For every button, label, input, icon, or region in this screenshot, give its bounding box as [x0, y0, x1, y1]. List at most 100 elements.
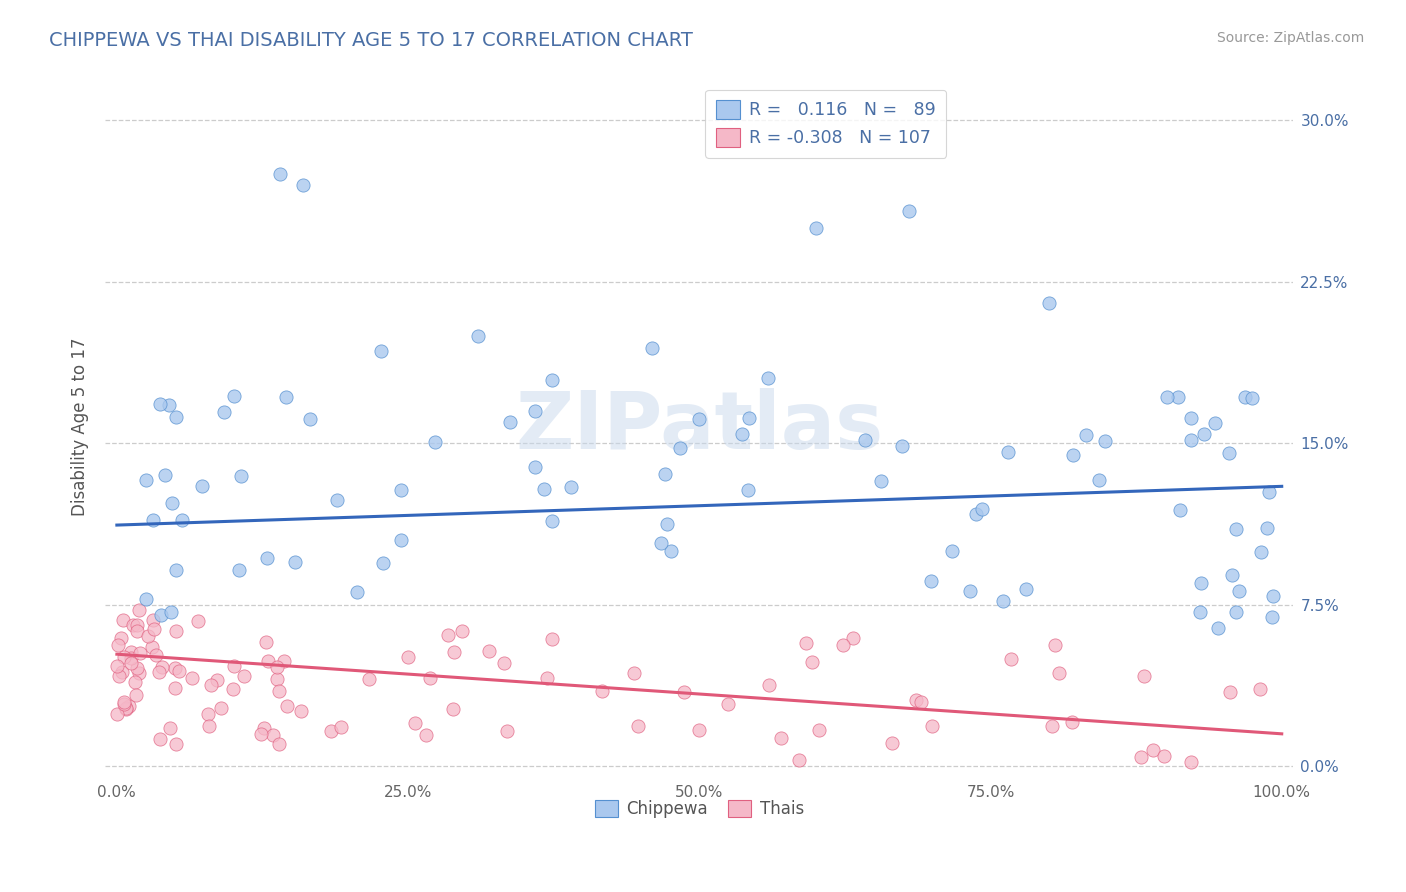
Point — [654, 467, 676, 482]
Point — [128, 603, 150, 617]
Point — [1188, 605, 1211, 619]
Point — [496, 723, 519, 738]
Y-axis label: Disability Age 5 to 17: Disability Age 5 to 17 — [72, 338, 89, 516]
Point — [262, 728, 284, 742]
Point — [143, 622, 166, 636]
Point — [105, 706, 128, 721]
Point — [965, 507, 987, 521]
Point — [127, 661, 149, 675]
Point — [1257, 484, 1279, 499]
Point — [688, 412, 710, 426]
Point — [112, 697, 135, 711]
Point — [415, 728, 437, 742]
Point — [142, 513, 165, 527]
Point — [801, 655, 824, 669]
Point — [870, 475, 893, 489]
Point — [1062, 448, 1084, 462]
Point — [115, 700, 138, 714]
Point — [758, 678, 780, 692]
Point — [229, 469, 252, 483]
Point — [717, 697, 740, 711]
Point — [1167, 390, 1189, 404]
Point — [1045, 638, 1067, 652]
Point — [276, 699, 298, 714]
Point — [167, 664, 190, 678]
Point — [770, 731, 793, 745]
Point — [198, 719, 221, 733]
Point — [135, 473, 157, 487]
Point — [357, 673, 380, 687]
Point — [330, 720, 353, 734]
Point — [910, 695, 932, 709]
Point — [125, 624, 148, 639]
Point — [165, 624, 187, 639]
Point — [389, 533, 412, 547]
Point — [128, 666, 150, 681]
Point — [1219, 684, 1241, 698]
Point — [253, 721, 276, 735]
Point — [127, 617, 149, 632]
Point — [257, 654, 280, 668]
Point — [165, 681, 187, 696]
Point — [254, 635, 277, 649]
Point — [993, 594, 1015, 608]
Point — [450, 624, 472, 638]
Point — [284, 555, 307, 569]
Point — [737, 483, 759, 497]
Point — [172, 513, 194, 527]
Point — [1133, 669, 1156, 683]
Point — [269, 167, 291, 181]
Point — [110, 631, 132, 645]
Point — [209, 701, 232, 715]
Point — [787, 753, 810, 767]
Point — [389, 483, 412, 498]
Point — [1233, 390, 1256, 404]
Point — [120, 651, 142, 665]
Point — [224, 659, 246, 673]
Point — [560, 480, 582, 494]
Point — [370, 343, 392, 358]
Point — [688, 723, 710, 738]
Point — [1153, 748, 1175, 763]
Point — [441, 702, 464, 716]
Point — [205, 673, 228, 687]
Point — [941, 544, 963, 558]
Point — [160, 605, 183, 619]
Point — [443, 645, 465, 659]
Point — [959, 583, 981, 598]
Point — [269, 737, 291, 751]
Point — [1229, 584, 1251, 599]
Point — [228, 563, 250, 577]
Point — [396, 650, 419, 665]
Point — [541, 514, 564, 528]
Point — [120, 645, 142, 659]
Point — [623, 666, 645, 681]
Point — [794, 636, 817, 650]
Point — [233, 669, 256, 683]
Point — [1047, 665, 1070, 680]
Point — [891, 439, 914, 453]
Point — [256, 551, 278, 566]
Point — [1180, 433, 1202, 447]
Point — [738, 411, 761, 425]
Point — [1192, 426, 1215, 441]
Point — [1074, 428, 1097, 442]
Legend: Chippewa, Thais: Chippewa, Thais — [588, 793, 811, 824]
Point — [853, 433, 876, 447]
Point — [165, 563, 187, 577]
Point — [1000, 652, 1022, 666]
Point — [669, 441, 692, 455]
Point — [153, 468, 176, 483]
Point — [1156, 390, 1178, 404]
Point — [107, 639, 129, 653]
Point — [627, 719, 650, 733]
Point — [659, 543, 682, 558]
Point — [1142, 743, 1164, 757]
Point — [266, 672, 288, 686]
Point — [404, 715, 426, 730]
Point — [105, 659, 128, 673]
Point — [437, 628, 460, 642]
Point — [121, 618, 143, 632]
Point — [1261, 589, 1284, 603]
Point — [419, 671, 441, 685]
